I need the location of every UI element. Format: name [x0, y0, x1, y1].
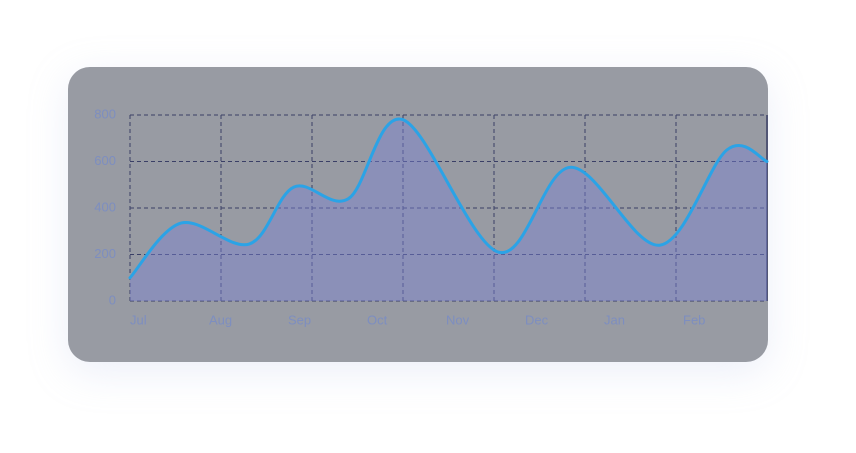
x-tick-label: Feb — [683, 312, 705, 327]
area — [130, 118, 767, 301]
y-tick-label: 400 — [94, 199, 116, 214]
x-tick-label: Jul — [130, 312, 147, 327]
y-tick-label: 0 — [109, 292, 116, 307]
x-tick-label: Nov — [446, 312, 470, 327]
x-tick-label: Jan — [604, 312, 625, 327]
x-tick-label: Aug — [209, 312, 232, 327]
card — [68, 67, 768, 362]
x-tick-label: Sep — [288, 312, 311, 327]
y-tick-label: 800 — [94, 106, 116, 121]
y-tick-label: 600 — [94, 153, 116, 168]
y-tick-label: 200 — [94, 246, 116, 261]
x-tick-label: Oct — [367, 312, 388, 327]
line — [128, 117, 769, 280]
x-tick-label: Dec — [525, 312, 549, 327]
